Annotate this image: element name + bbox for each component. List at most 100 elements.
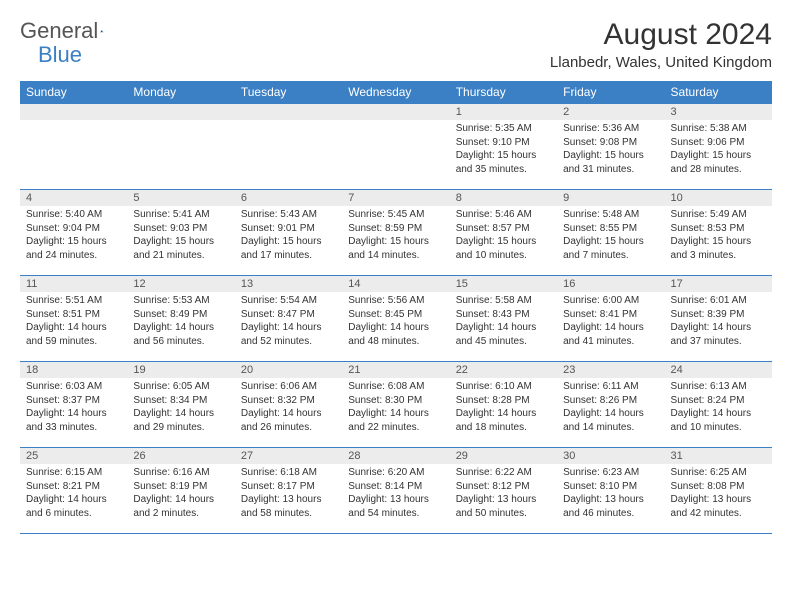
day-header: Tuesday	[235, 81, 342, 104]
day-number: 25	[20, 448, 127, 464]
day-details: Sunrise: 6:03 AMSunset: 8:37 PMDaylight:…	[20, 378, 127, 436]
day-cell: 20Sunrise: 6:06 AMSunset: 8:32 PMDayligh…	[235, 362, 342, 448]
day-details: Sunrise: 6:05 AMSunset: 8:34 PMDaylight:…	[127, 378, 234, 436]
week-row: 11Sunrise: 5:51 AMSunset: 8:51 PMDayligh…	[20, 276, 772, 362]
day-cell: 18Sunrise: 6:03 AMSunset: 8:37 PMDayligh…	[20, 362, 127, 448]
day-cell: 8Sunrise: 5:46 AMSunset: 8:57 PMDaylight…	[450, 190, 557, 276]
title-block: August 2024 Llanbedr, Wales, United King…	[550, 18, 772, 71]
day-number: 17	[665, 276, 772, 292]
day-cell	[235, 104, 342, 190]
day-cell: 30Sunrise: 6:23 AMSunset: 8:10 PMDayligh…	[557, 448, 664, 534]
day-details: Sunrise: 6:18 AMSunset: 8:17 PMDaylight:…	[235, 464, 342, 522]
day-number: 10	[665, 190, 772, 206]
day-cell: 15Sunrise: 5:58 AMSunset: 8:43 PMDayligh…	[450, 276, 557, 362]
day-number: 4	[20, 190, 127, 206]
day-number: 2	[557, 104, 664, 120]
day-number: 12	[127, 276, 234, 292]
week-row: 18Sunrise: 6:03 AMSunset: 8:37 PMDayligh…	[20, 362, 772, 448]
day-details: Sunrise: 6:01 AMSunset: 8:39 PMDaylight:…	[665, 292, 772, 350]
day-cell: 21Sunrise: 6:08 AMSunset: 8:30 PMDayligh…	[342, 362, 449, 448]
day-header: Friday	[557, 81, 664, 104]
day-cell: 1Sunrise: 5:35 AMSunset: 9:10 PMDaylight…	[450, 104, 557, 190]
day-cell: 14Sunrise: 5:56 AMSunset: 8:45 PMDayligh…	[342, 276, 449, 362]
day-header: Saturday	[665, 81, 772, 104]
day-cell: 9Sunrise: 5:48 AMSunset: 8:55 PMDaylight…	[557, 190, 664, 276]
day-number: 5	[127, 190, 234, 206]
location: Llanbedr, Wales, United Kingdom	[550, 54, 772, 71]
day-header: Thursday	[450, 81, 557, 104]
day-number: 29	[450, 448, 557, 464]
day-number: 6	[235, 190, 342, 206]
day-number: 14	[342, 276, 449, 292]
header: General August 2024 Llanbedr, Wales, Uni…	[20, 18, 772, 71]
day-number: 30	[557, 448, 664, 464]
day-details: Sunrise: 5:43 AMSunset: 9:01 PMDaylight:…	[235, 206, 342, 264]
day-details: Sunrise: 5:49 AMSunset: 8:53 PMDaylight:…	[665, 206, 772, 264]
day-number: 20	[235, 362, 342, 378]
day-cell	[127, 104, 234, 190]
day-number: 21	[342, 362, 449, 378]
day-details: Sunrise: 6:10 AMSunset: 8:28 PMDaylight:…	[450, 378, 557, 436]
day-number: 7	[342, 190, 449, 206]
day-number: 18	[20, 362, 127, 378]
day-details: Sunrise: 6:08 AMSunset: 8:30 PMDaylight:…	[342, 378, 449, 436]
day-header: Sunday	[20, 81, 127, 104]
day-details: Sunrise: 6:25 AMSunset: 8:08 PMDaylight:…	[665, 464, 772, 522]
day-number: 9	[557, 190, 664, 206]
day-number: 22	[450, 362, 557, 378]
day-header-row: SundayMondayTuesdayWednesdayThursdayFrid…	[20, 81, 772, 104]
week-row: 1Sunrise: 5:35 AMSunset: 9:10 PMDaylight…	[20, 104, 772, 190]
day-number: 28	[342, 448, 449, 464]
day-details: Sunrise: 6:00 AMSunset: 8:41 PMDaylight:…	[557, 292, 664, 350]
week-row: 4Sunrise: 5:40 AMSunset: 9:04 PMDaylight…	[20, 190, 772, 276]
day-cell: 22Sunrise: 6:10 AMSunset: 8:28 PMDayligh…	[450, 362, 557, 448]
day-number: 31	[665, 448, 772, 464]
day-number	[20, 104, 127, 120]
day-number: 15	[450, 276, 557, 292]
day-number: 19	[127, 362, 234, 378]
day-cell: 23Sunrise: 6:11 AMSunset: 8:26 PMDayligh…	[557, 362, 664, 448]
day-cell: 11Sunrise: 5:51 AMSunset: 8:51 PMDayligh…	[20, 276, 127, 362]
day-cell	[342, 104, 449, 190]
day-cell: 2Sunrise: 5:36 AMSunset: 9:08 PMDaylight…	[557, 104, 664, 190]
logo-text-general: General	[20, 18, 98, 43]
day-cell: 10Sunrise: 5:49 AMSunset: 8:53 PMDayligh…	[665, 190, 772, 276]
day-details: Sunrise: 6:20 AMSunset: 8:14 PMDaylight:…	[342, 464, 449, 522]
day-cell: 7Sunrise: 5:45 AMSunset: 8:59 PMDaylight…	[342, 190, 449, 276]
day-details: Sunrise: 5:48 AMSunset: 8:55 PMDaylight:…	[557, 206, 664, 264]
day-details: Sunrise: 6:13 AMSunset: 8:24 PMDaylight:…	[665, 378, 772, 436]
day-cell: 24Sunrise: 6:13 AMSunset: 8:24 PMDayligh…	[665, 362, 772, 448]
day-details: Sunrise: 5:54 AMSunset: 8:47 PMDaylight:…	[235, 292, 342, 350]
day-cell: 16Sunrise: 6:00 AMSunset: 8:41 PMDayligh…	[557, 276, 664, 362]
day-number: 1	[450, 104, 557, 120]
day-details: Sunrise: 5:51 AMSunset: 8:51 PMDaylight:…	[20, 292, 127, 350]
day-cell: 29Sunrise: 6:22 AMSunset: 8:12 PMDayligh…	[450, 448, 557, 534]
day-number: 24	[665, 362, 772, 378]
day-number	[342, 104, 449, 120]
day-details: Sunrise: 6:11 AMSunset: 8:26 PMDaylight:…	[557, 378, 664, 436]
calendar-body: 1Sunrise: 5:35 AMSunset: 9:10 PMDaylight…	[20, 104, 772, 534]
day-details: Sunrise: 6:06 AMSunset: 8:32 PMDaylight:…	[235, 378, 342, 436]
week-row: 25Sunrise: 6:15 AMSunset: 8:21 PMDayligh…	[20, 448, 772, 534]
day-cell: 25Sunrise: 6:15 AMSunset: 8:21 PMDayligh…	[20, 448, 127, 534]
day-cell: 3Sunrise: 5:38 AMSunset: 9:06 PMDaylight…	[665, 104, 772, 190]
day-details: Sunrise: 5:53 AMSunset: 8:49 PMDaylight:…	[127, 292, 234, 350]
logo: General	[20, 18, 124, 44]
day-header: Wednesday	[342, 81, 449, 104]
day-cell: 6Sunrise: 5:43 AMSunset: 9:01 PMDaylight…	[235, 190, 342, 276]
day-number: 8	[450, 190, 557, 206]
day-number: 13	[235, 276, 342, 292]
day-number: 16	[557, 276, 664, 292]
day-details: Sunrise: 5:46 AMSunset: 8:57 PMDaylight:…	[450, 206, 557, 264]
day-details: Sunrise: 6:23 AMSunset: 8:10 PMDaylight:…	[557, 464, 664, 522]
day-details: Sunrise: 6:15 AMSunset: 8:21 PMDaylight:…	[20, 464, 127, 522]
day-number: 3	[665, 104, 772, 120]
day-cell: 19Sunrise: 6:05 AMSunset: 8:34 PMDayligh…	[127, 362, 234, 448]
day-details: Sunrise: 5:56 AMSunset: 8:45 PMDaylight:…	[342, 292, 449, 350]
day-number: 26	[127, 448, 234, 464]
day-details: Sunrise: 6:22 AMSunset: 8:12 PMDaylight:…	[450, 464, 557, 522]
day-cell: 5Sunrise: 5:41 AMSunset: 9:03 PMDaylight…	[127, 190, 234, 276]
logo-text-blue: Blue	[38, 42, 82, 67]
day-cell: 31Sunrise: 6:25 AMSunset: 8:08 PMDayligh…	[665, 448, 772, 534]
day-details: Sunrise: 5:38 AMSunset: 9:06 PMDaylight:…	[665, 120, 772, 178]
